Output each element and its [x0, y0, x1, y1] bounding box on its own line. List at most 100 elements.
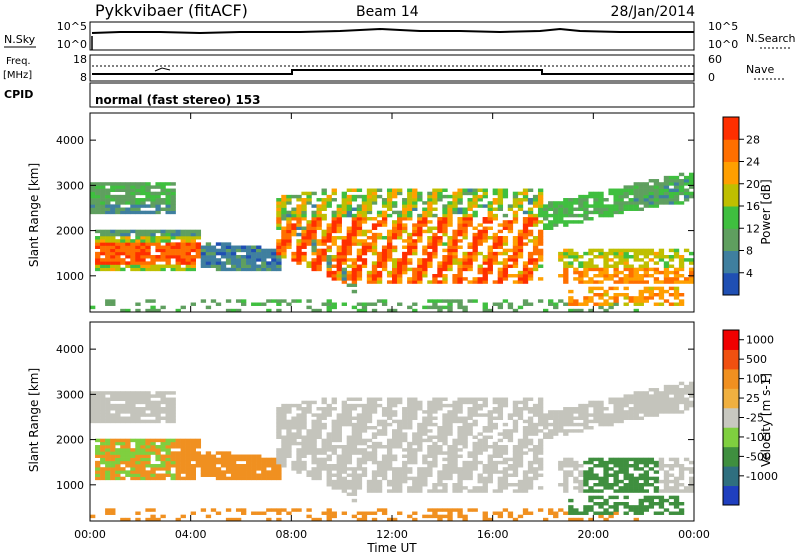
power-cell: [608, 258, 614, 262]
power-cell: [412, 201, 418, 205]
power-cell: [477, 277, 483, 281]
velocity-cell: [568, 511, 574, 515]
power-cell: [120, 194, 126, 199]
velocity-cell: [608, 397, 614, 401]
power-cell: [492, 280, 498, 284]
power-cell: [170, 188, 176, 192]
velocity-cell: [568, 410, 574, 414]
power-cell: [578, 277, 584, 281]
power-cell: [497, 191, 504, 196]
power-cell: [316, 248, 322, 253]
power-cell: [527, 220, 534, 224]
power-cell: [638, 194, 644, 199]
power-cell: [638, 296, 644, 300]
power-cell: [135, 191, 141, 196]
colorbar-swatch: [723, 161, 739, 185]
velocity-cell: [180, 438, 186, 443]
power-cell: [563, 220, 569, 224]
power-cell: [160, 236, 166, 240]
power-cell: [210, 258, 217, 262]
velocity-cell: [145, 441, 151, 446]
xtick-label: 00:00: [678, 528, 710, 541]
velocity-cell: [658, 502, 665, 506]
velocity-cell: [366, 438, 373, 443]
power-cell: [105, 207, 111, 211]
power-cell: [688, 270, 695, 275]
velocity-cell: [110, 454, 116, 458]
velocity-cell: [522, 470, 529, 474]
power-cell: [321, 191, 327, 196]
power-cell: [442, 217, 448, 221]
velocity-cell: [190, 476, 196, 481]
power-cell: [346, 198, 353, 202]
velocity-cell: [115, 410, 121, 414]
velocity-cell: [593, 457, 599, 462]
power-cell: [336, 213, 342, 218]
power-cell: [105, 198, 111, 202]
power-cell: [613, 299, 619, 303]
velocity-cell: [276, 432, 282, 436]
power-cell: [130, 204, 136, 208]
power-cell: [507, 255, 514, 259]
velocity-cell: [311, 473, 317, 477]
velocity-cell: [241, 508, 247, 512]
power-cell: [100, 188, 106, 192]
power-cell: [346, 210, 353, 215]
power-cell: [447, 255, 453, 259]
power-cell: [427, 258, 433, 262]
velocity-cell: [311, 460, 317, 465]
velocity-cell: [100, 410, 106, 414]
velocity-cell: [316, 429, 322, 433]
velocity-cell: [130, 410, 136, 414]
power-cell: [225, 299, 232, 303]
velocity-cell: [130, 457, 136, 462]
velocity-cell: [150, 473, 156, 477]
power-cell: [457, 302, 463, 306]
velocity-cell: [638, 467, 644, 471]
velocity-cell: [341, 403, 347, 408]
power-cell: [301, 239, 307, 243]
velocity-cell: [336, 464, 342, 468]
velocity-cell: [407, 441, 413, 446]
power-cell: [653, 267, 660, 272]
velocity-cell: [361, 451, 368, 455]
velocity-cell: [376, 473, 383, 477]
velocity-cell: [95, 416, 101, 420]
velocity-cell: [135, 476, 141, 481]
velocity-cell: [241, 464, 247, 468]
power-cell: [150, 255, 156, 259]
velocity-cell: [472, 400, 478, 405]
power-cell: [361, 239, 368, 243]
power-cell: [598, 296, 604, 300]
velocity-cell: [442, 451, 448, 455]
velocity-cell: [276, 407, 282, 411]
velocity-cell: [180, 476, 186, 481]
velocity-cell: [286, 451, 292, 455]
velocity-cell: [351, 514, 358, 519]
velocity-cell: [150, 508, 156, 512]
velocity-cell: [145, 397, 151, 401]
velocity-cell: [628, 489, 634, 493]
power-cell: [603, 274, 609, 278]
velocity-cell: [381, 511, 388, 515]
velocity-cell: [316, 451, 322, 455]
velocity-cell: [110, 397, 116, 401]
power-cell: [205, 251, 212, 256]
power-cell: [663, 201, 670, 205]
power-cell: [608, 191, 614, 196]
power-cell: [527, 258, 534, 262]
power-cell: [487, 226, 493, 230]
velocity-cell: [311, 517, 317, 522]
power-cell: [386, 270, 393, 275]
power-cell: [417, 261, 423, 265]
power-cell: [175, 267, 181, 272]
velocity-cell: [397, 435, 403, 439]
velocity-cell: [633, 483, 639, 487]
velocity-cell: [271, 457, 277, 462]
power-cell: [623, 277, 629, 281]
velocity-cell: [306, 410, 312, 414]
velocity-cell: [125, 438, 131, 443]
power-cell: [160, 258, 166, 262]
velocity-cell: [371, 435, 378, 439]
velocity-cell: [532, 422, 539, 427]
